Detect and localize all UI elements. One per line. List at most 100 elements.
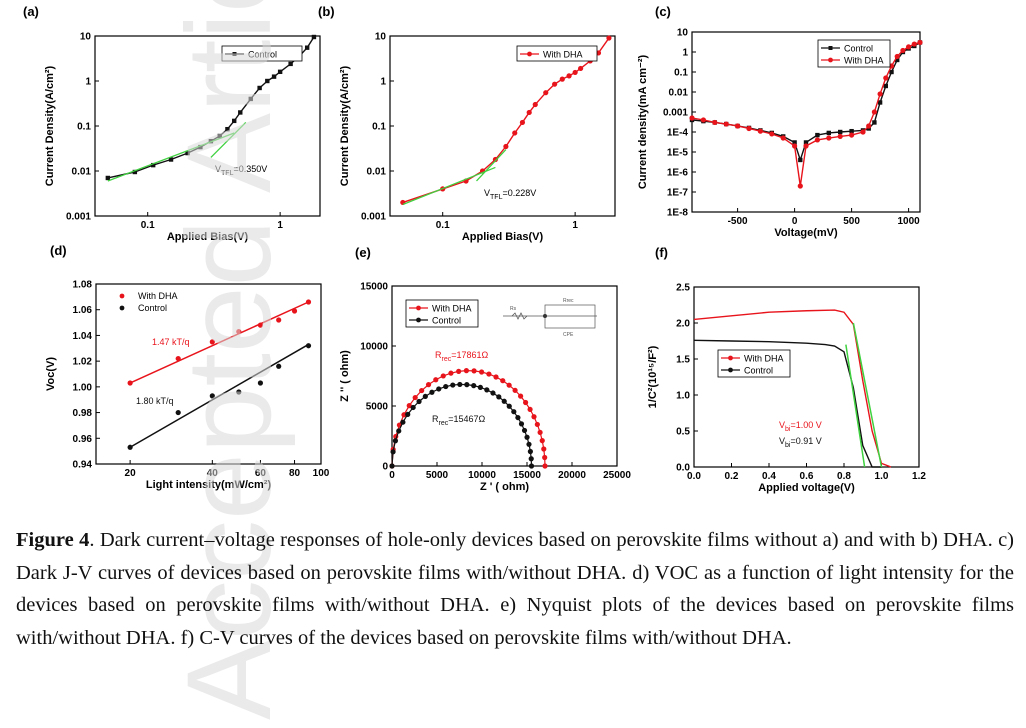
fit-line-tfl <box>476 149 507 182</box>
legend-label: Control <box>844 43 873 53</box>
data-point <box>198 144 203 150</box>
data-point <box>271 74 277 79</box>
y-axis-label: Voc(V) <box>45 357 57 391</box>
legend-box <box>717 349 791 378</box>
y-tick-label: 5000 <box>366 402 389 413</box>
y-tick-label: 0.001 <box>66 212 91 223</box>
data-point <box>450 382 456 388</box>
data-point <box>396 428 402 434</box>
data-point <box>757 128 764 134</box>
data-point <box>277 69 283 75</box>
data-point <box>849 128 854 134</box>
data-point <box>521 427 528 434</box>
fit-line-ohmic <box>402 166 496 206</box>
x-tick-label: 0 <box>389 470 395 481</box>
data-point <box>406 403 412 409</box>
data-point <box>527 406 533 413</box>
data-point <box>531 414 537 420</box>
data-point <box>883 83 888 89</box>
data-point <box>463 368 469 374</box>
caption-figure-number: Figure 4 <box>16 529 90 551</box>
data-point <box>433 377 439 383</box>
data-point <box>524 434 530 440</box>
y-tick-label: 0.01 <box>72 167 92 178</box>
slope-annotation: 1.80 kT/q <box>136 396 174 406</box>
data-point <box>127 444 133 450</box>
data-point <box>792 143 798 149</box>
data-point <box>543 90 549 96</box>
y-tick-label: 1.5 <box>676 355 690 366</box>
fit-line <box>129 301 309 384</box>
data-point <box>471 383 477 389</box>
data-point <box>464 382 470 388</box>
data-point <box>517 393 524 399</box>
y-tick-label: 1 <box>682 48 688 59</box>
data-point <box>534 421 540 428</box>
data-point <box>276 317 282 323</box>
data-point <box>479 369 485 375</box>
data-point <box>860 129 866 135</box>
data-point <box>814 137 821 143</box>
x-tick-label: 10000 <box>468 470 496 481</box>
data-point <box>723 121 729 127</box>
data-point <box>422 393 428 400</box>
data-point <box>519 119 526 126</box>
plot-frame <box>391 285 618 467</box>
data-point <box>528 456 534 462</box>
vtfl-annotation: VTFL=0.228V <box>484 188 536 201</box>
data-point <box>486 371 492 377</box>
legend-label: Control <box>744 365 773 375</box>
data-point <box>578 65 584 72</box>
y-tick-label: 2.5 <box>676 283 690 294</box>
data-point <box>257 380 264 386</box>
data-point <box>735 123 741 129</box>
data-point <box>304 45 310 50</box>
y-tick-label: 0.001 <box>361 212 386 223</box>
data-point <box>405 411 411 417</box>
legend-box <box>516 45 598 62</box>
legend-label: Control <box>432 315 461 325</box>
data-point <box>700 117 707 123</box>
x-tick-label: 25000 <box>603 470 631 481</box>
data-point <box>780 135 786 141</box>
panel-c: (c) 1E-8 1E-7 1E-6 1E-5 1E-4 0.001 0.01 0.1 1 10 -5… <box>637 4 923 239</box>
legend-label: With DHA <box>432 303 472 313</box>
data-point <box>523 399 529 406</box>
circuit-parallel <box>544 304 596 329</box>
data-point <box>837 133 843 140</box>
legend-marker <box>728 367 733 373</box>
x-tick-label: 5000 <box>426 470 449 481</box>
x-tick-label: 1 <box>277 220 283 231</box>
panel-label: (c) <box>655 4 671 19</box>
y-tick-label: 2.0 <box>676 319 690 330</box>
data-point <box>392 438 399 444</box>
data-point <box>895 57 900 63</box>
x-axis-label: Voltage(mV) <box>774 227 838 239</box>
data-point <box>917 39 923 46</box>
data-point <box>175 409 181 416</box>
x-tick-label: 1.0 <box>875 471 889 482</box>
panel-a: (a) 0.001 0.01 0.1 1 10 0.1 1 Applied Bias(V) Cur… <box>23 4 321 243</box>
x-tick-label: 20 <box>125 468 137 479</box>
y-tick-label: 0.1 <box>674 68 688 79</box>
data-point <box>291 308 298 314</box>
data-point <box>572 69 578 76</box>
series-line <box>693 309 892 468</box>
data-point <box>425 382 432 388</box>
panel-label: (d) <box>50 243 67 258</box>
data-point <box>400 419 406 425</box>
data-point <box>518 421 525 427</box>
data-point <box>248 96 253 102</box>
legend-label: Control <box>248 49 277 59</box>
data-point <box>797 183 803 189</box>
x-tick-label: 20000 <box>558 470 586 481</box>
x-tick-label: 80 <box>289 468 301 479</box>
data-point <box>911 41 917 47</box>
panel-d: (d) 0.94 0.96 0.98 1.00 1.02 1.04 1.06 1.08 20 40 6… <box>45 243 330 491</box>
panel-label: (e) <box>355 245 371 260</box>
legend-label: With DHA <box>844 55 884 65</box>
data-point <box>501 398 507 404</box>
data-point <box>265 78 270 84</box>
data-point <box>257 85 262 91</box>
data-point <box>440 373 446 379</box>
